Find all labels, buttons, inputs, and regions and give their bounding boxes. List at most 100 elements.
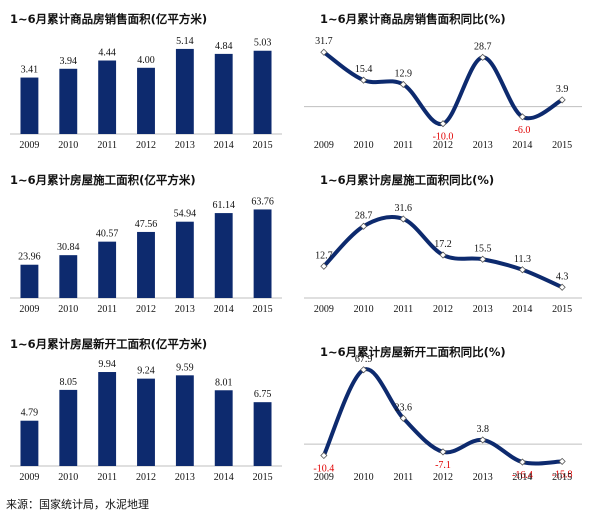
x-tick-label: 2009 [19, 472, 39, 483]
x-tick-label: 2013 [473, 472, 493, 483]
bar [20, 264, 39, 298]
data-point [518, 458, 526, 466]
x-tick-label: 2014 [512, 472, 532, 483]
x-tick-label: 2011 [97, 472, 117, 483]
chart-panel: 1~6月累计房屋新开工面积(亿平方米) 4.79 8.05 9.94 9.24 9.59… [6, 332, 288, 488]
bar [98, 372, 117, 466]
chart-title: 1~6月累计房屋新开工面积(亿平方米) [10, 337, 208, 351]
chart-canvas: 4.79 8.05 9.94 9.24 9.59 8.01 6.75 2009 2010 2011… [10, 359, 282, 483]
data-point [320, 48, 328, 56]
data-label: 3.9 [556, 84, 569, 95]
data-label: -15.8 [552, 469, 573, 480]
data-point [518, 113, 526, 121]
chart-canvas: -10.4 67.9 23.6 -7.1 3.8 -16.4 -15.8 2009 2010 20… [304, 354, 582, 483]
x-tick-label: 2010 [58, 304, 78, 315]
source-footer: 来源：国家统计局，水泥地理 [6, 498, 149, 511]
x-tick-label: 2015 [552, 472, 572, 483]
data-point [518, 266, 526, 274]
chart-panel: 1~6月累计商品房销售面积同比(%) 31.7 15.4 12.9 -10.0 28.7… [300, 8, 588, 156]
bar [175, 375, 194, 466]
data-label: 61.14 [212, 200, 235, 211]
chart-panel: 1~6月累计商品房销售面积(亿平方米) 3.41 3.94 4.44 4.00 5.14… [6, 8, 288, 156]
data-label: 3.94 [60, 56, 78, 67]
x-tick-label: 2011 [393, 304, 413, 315]
data-label: 12.9 [395, 68, 413, 79]
bar [98, 241, 117, 298]
x-tick-label: 2009 [314, 304, 334, 315]
x-tick-label: 2011 [393, 140, 413, 151]
bar [59, 255, 78, 298]
chart-title: 1~6月累计房屋新开工面积同比(%) [320, 345, 506, 359]
x-tick-label: 2014 [214, 472, 234, 483]
x-tick-label: 2011 [97, 140, 117, 151]
x-tick-label: 2010 [58, 140, 78, 151]
x-tick-label: 2011 [97, 304, 117, 315]
data-label: 8.01 [215, 377, 233, 388]
bar [175, 221, 194, 298]
chart-canvas: 23.96 30.84 40.57 47.56 54.94 61.14 63.76 2009 2… [10, 196, 282, 315]
bar [253, 50, 272, 134]
bar [59, 389, 78, 466]
x-tick-label: 2013 [175, 472, 195, 483]
x-tick-label: 2011 [393, 472, 413, 483]
data-point [439, 251, 447, 259]
chart-canvas: 31.7 15.4 12.9 -10.0 28.7 -6.0 3.9 2009 2010 2011… [304, 36, 582, 151]
data-label: 23.6 [395, 402, 413, 413]
chart-panel: 1~6月累计房屋新开工面积同比(%) -10.4 67.9 23.6 -7.1 3.8-… [300, 332, 588, 488]
x-tick-label: 2014 [214, 304, 234, 315]
data-point [479, 436, 487, 444]
data-label: -6.0 [515, 125, 531, 136]
x-tick-label: 2013 [175, 140, 195, 151]
bar [59, 68, 78, 134]
data-point [399, 80, 407, 89]
data-point [360, 366, 368, 374]
data-label: 5.14 [176, 36, 194, 47]
data-label: 31.6 [395, 203, 413, 214]
data-label: 4.3 [556, 271, 569, 282]
data-label: 15.5 [474, 243, 492, 254]
chart-canvas: 3.41 3.94 4.44 4.00 5.14 4.84 5.03 2009 2010 2011… [10, 36, 282, 151]
data-label: 63.76 [251, 196, 274, 207]
x-tick-label: 2012 [136, 304, 156, 315]
x-tick-label: 2012 [433, 140, 453, 151]
data-label: 9.24 [137, 366, 155, 377]
data-point [320, 262, 328, 270]
x-tick-label: 2015 [552, 304, 572, 315]
chart-panel: 1~6月累计房屋施工面积(亿平方米) 23.96 30.84 40.57 47.56 5… [6, 168, 288, 320]
x-tick-label: 2010 [58, 472, 78, 483]
chart-panel: 1~6月累计房屋施工面积同比(%) 12.7 28.7 31.6 17.2 15.5 11… [300, 168, 588, 320]
data-point [360, 222, 368, 230]
chart-title: 1~6月累计商品房销售面积同比(%) [320, 12, 506, 26]
x-tick-label: 2009 [314, 140, 334, 151]
data-label: 4.00 [137, 55, 155, 66]
data-label: 30.84 [57, 242, 80, 253]
data-label: 9.59 [176, 362, 194, 373]
x-tick-label: 2012 [136, 472, 156, 483]
x-tick-label: 2015 [253, 140, 273, 151]
chart-title: 1~6月累计房屋施工面积同比(%) [320, 173, 495, 187]
x-tick-label: 2015 [253, 472, 273, 483]
data-label: 4.79 [21, 408, 39, 419]
data-point [360, 76, 368, 84]
data-label: 15.4 [355, 64, 373, 75]
bar [20, 420, 39, 466]
x-tick-label: 2010 [354, 304, 374, 315]
data-point [399, 414, 407, 422]
bar [175, 48, 194, 135]
x-tick-label: 2010 [354, 472, 374, 483]
data-label: -7.1 [435, 460, 451, 471]
chart-title: 1~6月累计房屋施工面积(亿平方米) [10, 173, 196, 187]
data-label: 4.44 [98, 48, 116, 59]
data-point [558, 457, 566, 465]
x-tick-label: 2014 [512, 304, 532, 315]
data-label: 28.7 [355, 210, 373, 221]
x-tick-label: 2012 [136, 140, 156, 151]
data-point [320, 451, 328, 460]
bar [137, 378, 155, 466]
bar [214, 213, 233, 298]
data-label: 17.2 [434, 239, 452, 250]
data-label: 23.96 [18, 252, 41, 263]
x-tick-label: 2010 [354, 140, 374, 151]
x-tick-label: 2013 [473, 140, 493, 151]
bar [137, 67, 155, 134]
